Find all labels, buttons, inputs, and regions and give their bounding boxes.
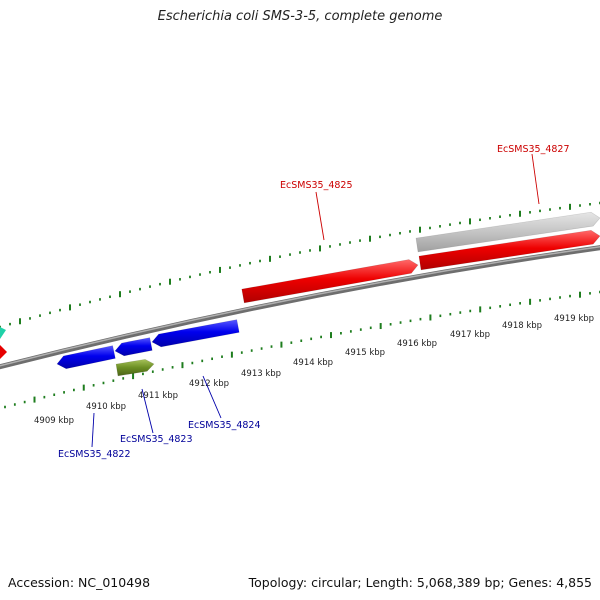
tick-label: 4910 kbp [86, 402, 126, 412]
gene-label-ecsms35-4827[interactable]: EcSMS35_4827 [497, 144, 570, 155]
backbone-highlight [0, 245, 600, 367]
tick-label: 4916 kbp [397, 339, 437, 349]
gene-arrow-ecsms35-4822[interactable] [56, 345, 116, 370]
tick-label: 4917 kbp [450, 330, 490, 340]
tick-label: 4914 kbp [293, 358, 333, 368]
gene-arrow-ecsms35-4824[interactable] [151, 319, 240, 348]
gene-label-ecsms35-4823[interactable]: EcSMS35_4823 [120, 434, 193, 445]
gene-features [0, 211, 600, 377]
map-title: Escherichia coli SMS-3-5, complete genom… [157, 9, 443, 24]
tick-label: 4913 kbp [241, 369, 281, 379]
gene-label-ecsms35-4824[interactable]: EcSMS35_4824 [188, 420, 261, 431]
partial-feature-teal [0, 327, 6, 339]
tick-label: 4911 kbp [138, 391, 178, 401]
tick-label: 4912 kbp [189, 379, 229, 389]
tick-label: 4918 kbp [502, 321, 542, 331]
inner-tick-row [4, 290, 600, 409]
gene-callouts: EcSMS35_4822 EcSMS35_4823 EcSMS35_4824 E… [58, 144, 570, 460]
partial-feature-red [0, 345, 7, 359]
gene-arrow-rna[interactable] [115, 359, 155, 377]
tick-label: 4909 kbp [34, 416, 74, 426]
backbone-line [0, 245, 600, 370]
gene-label-ecsms35-4822[interactable]: EcSMS35_4822 [58, 449, 131, 460]
gene-label-ecsms35-4825[interactable]: EcSMS35_4825 [280, 180, 353, 191]
tick-labels: 4909 kbp 4910 kbp 4911 kbp 4912 kbp 4913… [34, 314, 594, 426]
gene-arrow-ecsms35-4827[interactable] [415, 211, 600, 253]
tick-label: 4915 kbp [345, 348, 385, 358]
accession-label: Accession: NC_010498 [8, 575, 151, 590]
gene-arrow-ecsms35-4826[interactable] [418, 229, 600, 271]
outer-tick-row [0, 201, 600, 329]
genome-stats-label: Topology: circular; Length: 5,068,389 bp… [248, 575, 592, 590]
tick-label: 4919 kbp [554, 314, 594, 324]
gene-arrow-ecsms35-4825[interactable] [241, 259, 419, 304]
gene-arrow-ecsms35-4823[interactable] [114, 337, 153, 357]
genome-backbone [0, 245, 600, 370]
